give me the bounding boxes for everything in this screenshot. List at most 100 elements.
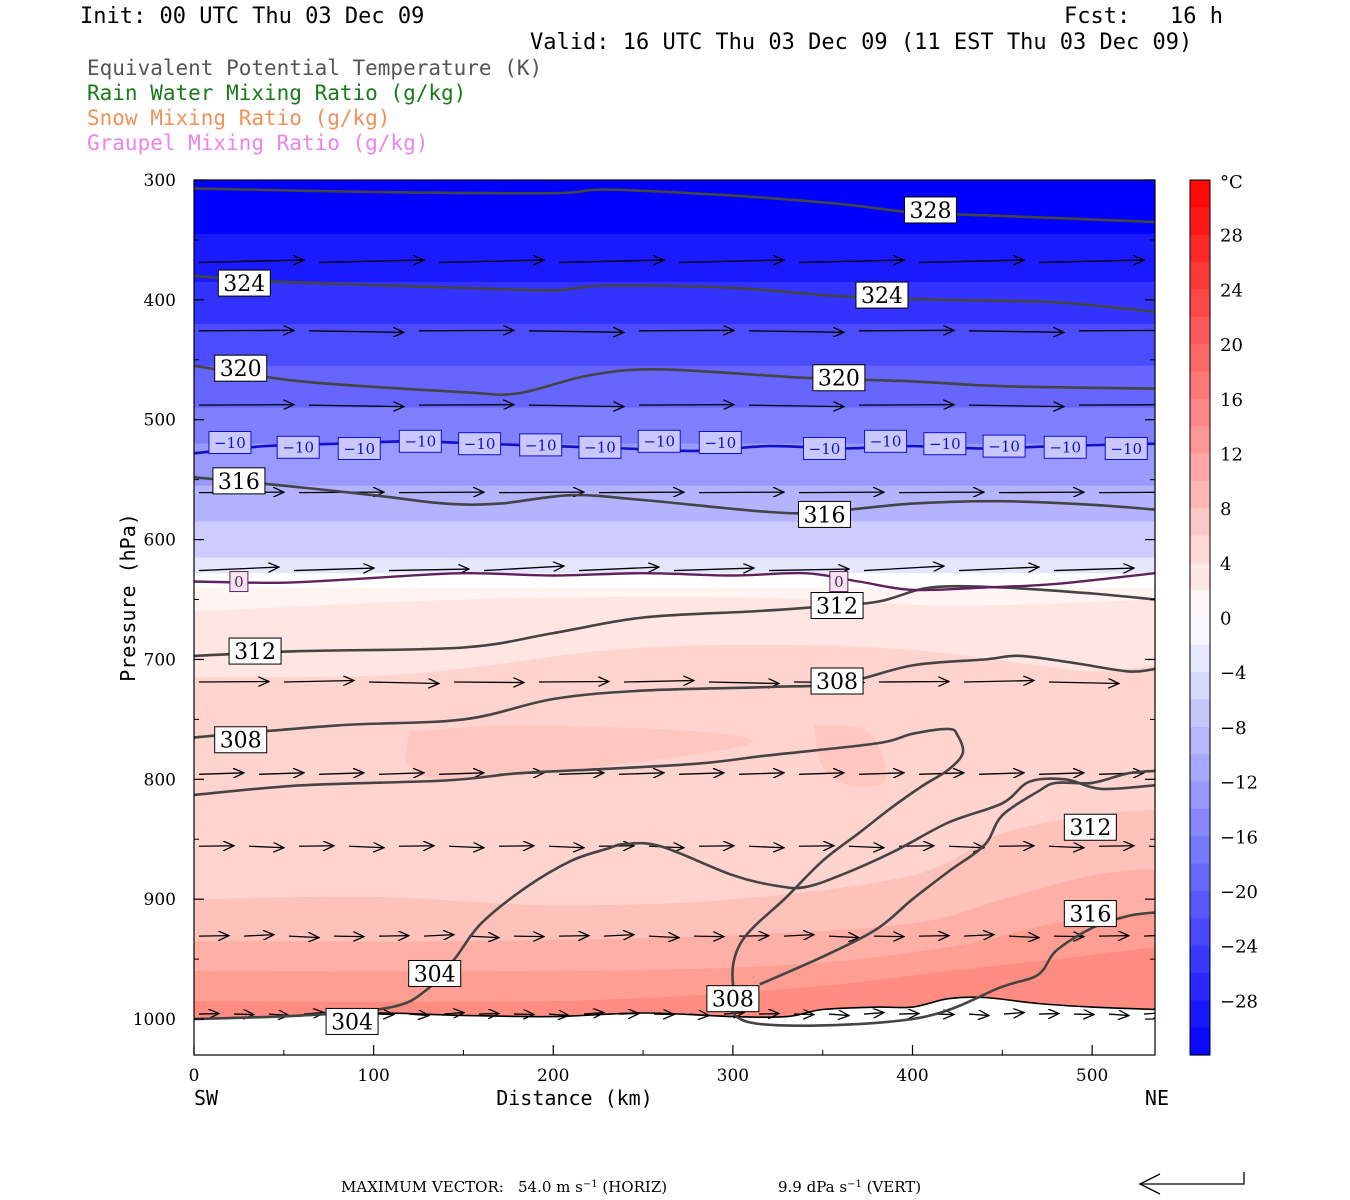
cold-band (194, 365, 1155, 409)
wind-vector (978, 773, 1024, 775)
isotherm-minus10-label-box (802, 436, 846, 460)
theta-e-label: 320 (220, 357, 262, 382)
wind-vector (998, 492, 1084, 493)
cold-band (194, 557, 1155, 575)
wind-vector (848, 846, 884, 848)
wind-vector (698, 492, 784, 493)
wind-vector (538, 682, 609, 683)
isotherm-minus10-label: −10 (704, 434, 736, 452)
colorbar-swatch (1190, 617, 1210, 646)
wind-vector (308, 405, 404, 407)
colorbar-tick-label: 16 (1220, 390, 1243, 411)
cold-band (194, 573, 1155, 589)
colorbar-swatch (1190, 289, 1210, 318)
wind-vector (318, 260, 424, 263)
wind-vector (418, 405, 514, 406)
wind-vector (1048, 682, 1119, 684)
sw-label: SW (194, 1086, 219, 1110)
y-tick-label: 600 (144, 531, 176, 551)
wind-vector (548, 846, 584, 848)
colorbar-tick-label: −28 (1220, 991, 1258, 1012)
wind-vector (398, 492, 484, 493)
caption-exponent: −1 (583, 1179, 598, 1190)
wind-vector (1108, 1014, 1129, 1016)
wind-vector (968, 405, 1064, 407)
wind-vector (558, 936, 589, 937)
wind-vector (308, 331, 404, 333)
wind-vector (858, 773, 904, 775)
theta-e-label: 324 (223, 272, 265, 297)
wind-vector (958, 567, 1039, 571)
wind-vector (858, 330, 954, 331)
wind-vector (243, 935, 274, 937)
wind-vector (793, 1014, 814, 1015)
isotherm-minus10-label-box (458, 432, 502, 456)
theta-e-label: 308 (220, 729, 262, 754)
colorbar-swatch (1190, 453, 1210, 482)
warm-pocket (813, 725, 887, 787)
colorbar-frame (1189, 179, 1211, 1056)
theta-e-label-box (706, 985, 760, 1013)
wind-vector (918, 260, 1024, 263)
wind-vector (513, 936, 544, 937)
isotherm-minus10-label: −10 (1049, 439, 1081, 457)
wind-vector (963, 935, 994, 937)
wind-vector (858, 405, 954, 406)
colorbar-swatch (1190, 754, 1210, 783)
wind-vector (638, 405, 734, 406)
colorbar-swatch (1190, 398, 1210, 427)
wind-vector (968, 1014, 989, 1016)
theta-e-label: 312 (234, 640, 276, 665)
plot-frame (193, 179, 1156, 1056)
wind-vector (898, 1014, 919, 1015)
wind-vector (748, 405, 844, 407)
colorbar-tick-label: −8 (1220, 718, 1247, 739)
colorbar-tick-label: 28 (1220, 226, 1243, 247)
wind-vector (738, 936, 769, 937)
wind-vector (398, 846, 434, 847)
theta-e-line (194, 187, 1155, 224)
caption-label: MAXIMUM VECTOR: (341, 1178, 504, 1196)
colorbar-swatch (1190, 945, 1210, 974)
wind-vector (648, 936, 679, 938)
caption-horiz-unit: (HORIZ) (598, 1178, 668, 1196)
colorbar-tick-label: 8 (1220, 499, 1231, 520)
wind-vector (878, 682, 949, 683)
contour-labels: 328 324 324 320 320 316 316 312 312 308 308 312 316 3… (208, 196, 1148, 1035)
wind-vector (638, 330, 734, 331)
legend-entry: Graupel Mixing Ratio (g/kg) (87, 131, 429, 155)
theta-e-line (194, 777, 1155, 1021)
theta-e-label: 316 (803, 503, 845, 528)
theta-e-label: 304 (414, 962, 456, 987)
y-tick-label: 800 (144, 770, 176, 790)
cold-band (194, 233, 1155, 283)
wind-vector (863, 1013, 884, 1015)
colorbar-tick-label: −16 (1220, 827, 1258, 848)
wind-vector (198, 567, 279, 571)
wind-vector (288, 936, 319, 938)
isotherm-minus10-label-box (982, 434, 1026, 458)
theta-e-label-box (212, 467, 266, 495)
theta-e-label-box (1063, 813, 1117, 841)
colorbar-tick-label: 0 (1220, 609, 1231, 630)
forecast-hour: Fcst: 16 h (1064, 4, 1223, 29)
colorbar-swatch (1190, 508, 1210, 537)
isotherm-minus10-label-box (208, 431, 252, 454)
theta-e-label-box (325, 1007, 379, 1035)
isotherm-minus10-label-box (864, 429, 908, 453)
wind-vector (1078, 329, 1155, 332)
wind-vector (293, 568, 374, 571)
wind-vector (998, 846, 1034, 847)
wind-vector (748, 331, 844, 333)
wind-vector (378, 773, 424, 775)
theta-e-label-box (217, 269, 271, 297)
cold-band (194, 521, 1155, 559)
wind-vector (578, 567, 659, 571)
cold-band (194, 281, 1155, 325)
wind-vector (198, 846, 234, 847)
wind-vector (478, 1014, 499, 1015)
colorbar-swatch (1190, 644, 1210, 673)
wind-vector (1038, 773, 1084, 775)
wind-vector (198, 330, 294, 331)
colorbar-swatch (1190, 890, 1210, 919)
